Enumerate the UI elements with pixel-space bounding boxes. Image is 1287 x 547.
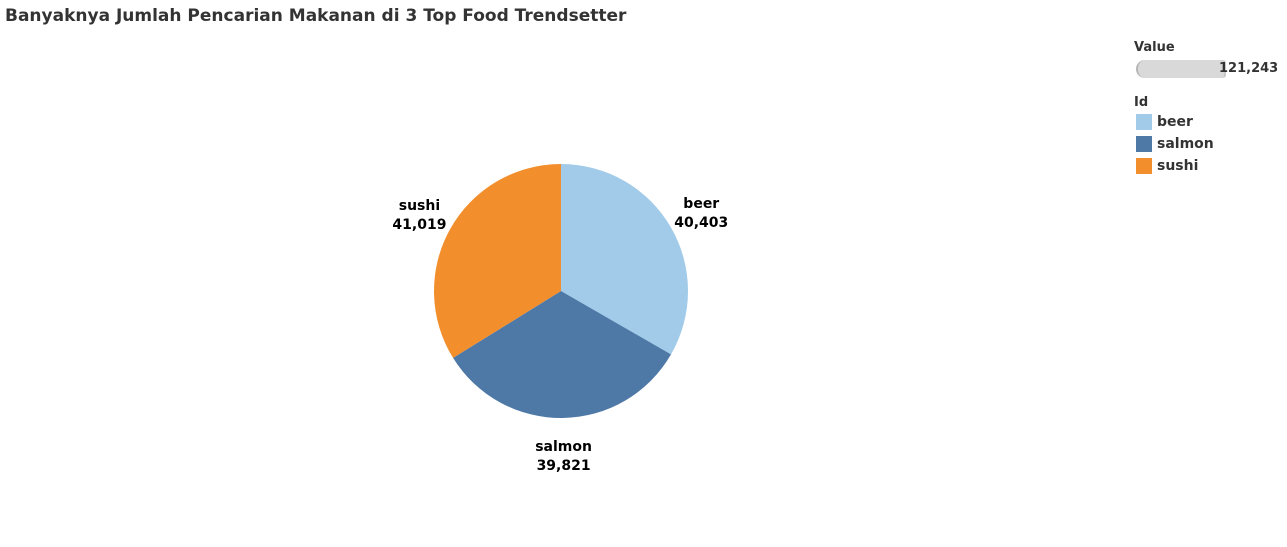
- slice-value-beer: 40,403: [674, 215, 728, 231]
- slice-label-sushi: sushi: [399, 198, 440, 214]
- chart-title: Banyaknya Jumlah Pencarian Makanan di 3 …: [5, 6, 627, 26]
- slice-label-salmon: salmon: [535, 439, 592, 455]
- legend-item-salmon: salmon: [1134, 133, 1284, 155]
- legend-value-title: Value: [1134, 40, 1175, 55]
- legend-label-beer: beer: [1157, 114, 1193, 130]
- legend-label-salmon: salmon: [1157, 136, 1214, 152]
- slice-value-salmon: 39,821: [537, 458, 591, 474]
- value-legend-row: 121,243: [1134, 58, 1284, 80]
- legend-item-sushi: sushi: [1134, 155, 1284, 177]
- pie-slice-sushi: [434, 164, 561, 358]
- legend-id-title: Id: [1134, 95, 1149, 110]
- slice-label-beer: beer: [683, 196, 719, 212]
- legend-swatch-sushi: [1136, 158, 1152, 174]
- value-max-label: 121,243: [1219, 61, 1279, 76]
- legend-swatch-beer: [1136, 114, 1152, 130]
- pie-slice-salmon: [453, 291, 672, 419]
- legend: Value 121,243 Id beer salmon sushi: [1134, 40, 1284, 177]
- value-range-bar: [1136, 60, 1226, 78]
- legend-swatch-salmon: [1136, 136, 1152, 152]
- legend-label-sushi: sushi: [1157, 158, 1199, 174]
- slice-value-sushi: 41,019: [392, 217, 446, 233]
- legend-item-beer: beer: [1134, 111, 1284, 133]
- pie-slice-beer: [561, 164, 688, 355]
